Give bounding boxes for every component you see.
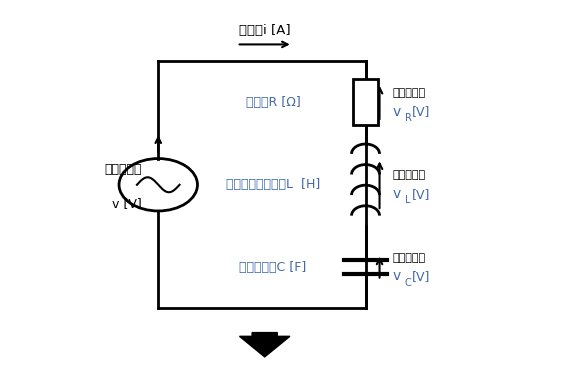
Text: 電圧降下：: 電圧降下： [392,253,426,263]
Text: [V]: [V] [412,105,430,118]
Text: v: v [392,105,401,119]
Text: R: R [405,113,412,123]
Text: v: v [392,270,401,284]
Text: インダクタンス：L  [H]: インダクタンス：L [H] [226,178,320,191]
Text: v [V]: v [V] [111,197,141,210]
Text: L: L [405,196,410,205]
Text: 静電容量：C [F]: 静電容量：C [F] [239,261,307,274]
Text: 電流：i [A]: 電流：i [A] [239,24,291,37]
Text: [V]: [V] [412,188,430,201]
Text: 抵抗：R [Ω]: 抵抗：R [Ω] [245,96,301,109]
Text: 電圧降下：: 電圧降下： [392,170,426,181]
FancyArrow shape [239,333,290,357]
Text: 交流電圧：: 交流電圧： [104,163,141,176]
Text: 電圧降下：: 電圧降下： [392,88,426,98]
Text: [V]: [V] [412,270,430,283]
Bar [353,80,378,126]
Text: C: C [405,278,412,288]
Text: v: v [392,187,401,201]
